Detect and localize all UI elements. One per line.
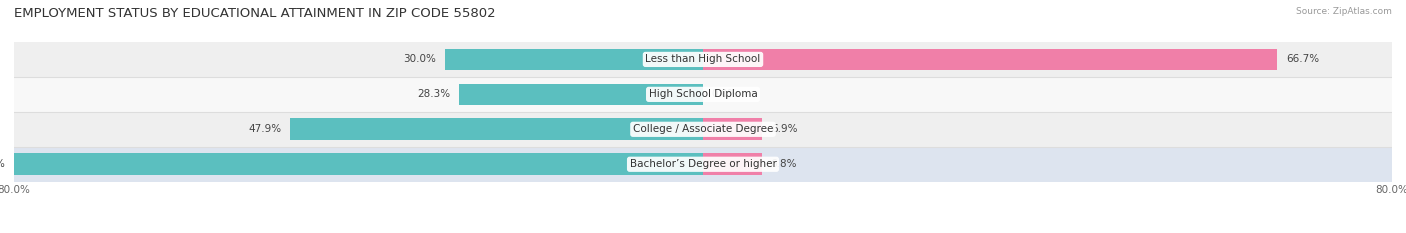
Text: College / Associate Degree: College / Associate Degree bbox=[633, 124, 773, 134]
Bar bbox=[444, 49, 703, 70]
Bar bbox=[460, 84, 703, 105]
Bar bbox=[14, 112, 1392, 147]
Bar bbox=[703, 154, 762, 175]
Text: Bachelor’s Degree or higher: Bachelor’s Degree or higher bbox=[630, 159, 776, 169]
Text: 66.7%: 66.7% bbox=[1286, 55, 1319, 64]
Text: 80.0%: 80.0% bbox=[0, 159, 6, 169]
Bar bbox=[14, 154, 703, 175]
Text: 6.9%: 6.9% bbox=[770, 124, 797, 134]
Text: 0.0%: 0.0% bbox=[711, 89, 738, 99]
Bar bbox=[703, 49, 1278, 70]
Text: Less than High School: Less than High School bbox=[645, 55, 761, 64]
Text: 47.9%: 47.9% bbox=[249, 124, 281, 134]
Text: 6.8%: 6.8% bbox=[770, 159, 797, 169]
Bar bbox=[291, 118, 703, 140]
Bar bbox=[703, 118, 762, 140]
Text: 30.0%: 30.0% bbox=[404, 55, 436, 64]
Text: 28.3%: 28.3% bbox=[418, 89, 451, 99]
Bar bbox=[14, 42, 1392, 77]
Bar bbox=[14, 77, 1392, 112]
Bar bbox=[14, 147, 1392, 182]
Text: Source: ZipAtlas.com: Source: ZipAtlas.com bbox=[1296, 7, 1392, 16]
Text: EMPLOYMENT STATUS BY EDUCATIONAL ATTAINMENT IN ZIP CODE 55802: EMPLOYMENT STATUS BY EDUCATIONAL ATTAINM… bbox=[14, 7, 496, 20]
Text: High School Diploma: High School Diploma bbox=[648, 89, 758, 99]
